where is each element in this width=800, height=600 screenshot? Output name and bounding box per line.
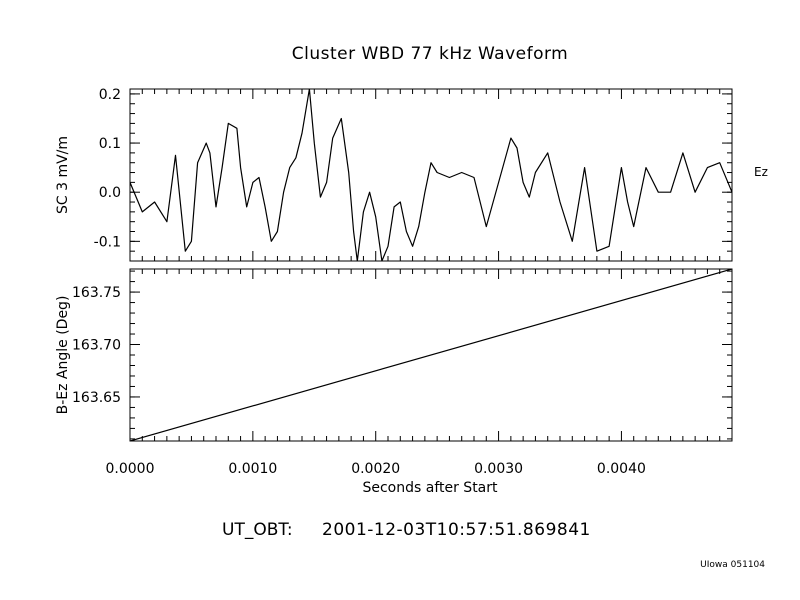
y-tick-label: 163.75 — [72, 285, 121, 301]
y-tick-label: -0.1 — [94, 234, 121, 250]
x-tick-label: 0.0030 — [474, 461, 523, 477]
series-line — [130, 89, 732, 261]
y-tick-label: 0.1 — [99, 136, 121, 152]
x-axis-label: Seconds after Start — [362, 480, 498, 496]
x-tick-label: 0.0040 — [597, 461, 646, 477]
angle-panel: 163.65 163.70 163.75 0.0000 0.0010 0.0020 0.00… — [55, 268, 733, 477]
waveform-panel: -0.1 0.0 0.1 0.2 SC 3 mV/m Ez — [55, 87, 768, 262]
y-tick-label: 163.70 — [72, 338, 121, 354]
x-tick-label: 0.0000 — [106, 461, 155, 477]
plot-frame — [129, 88, 733, 262]
component-label: Ez — [754, 165, 768, 179]
timestamp-label: UT_OBT: — [222, 520, 293, 540]
y-tick-label: 163.65 — [72, 390, 121, 406]
series-line — [130, 269, 732, 441]
timestamp-value: 2001-12-03T10:57:51.869841 — [322, 520, 591, 540]
y-axis-label: SC 3 mV/m — [55, 136, 71, 214]
credit-label: UIowa 051104 — [700, 560, 765, 570]
chart-title: Cluster WBD 77 kHz Waveform — [292, 44, 569, 64]
y-tick-label: 0.2 — [99, 87, 121, 103]
x-tick-label: 0.0010 — [228, 461, 277, 477]
y-tick-label: 0.0 — [99, 185, 121, 201]
x-tick-label: 0.0020 — [351, 461, 400, 477]
y-axis-label: B-Ez Angle (Deg) — [55, 296, 71, 415]
